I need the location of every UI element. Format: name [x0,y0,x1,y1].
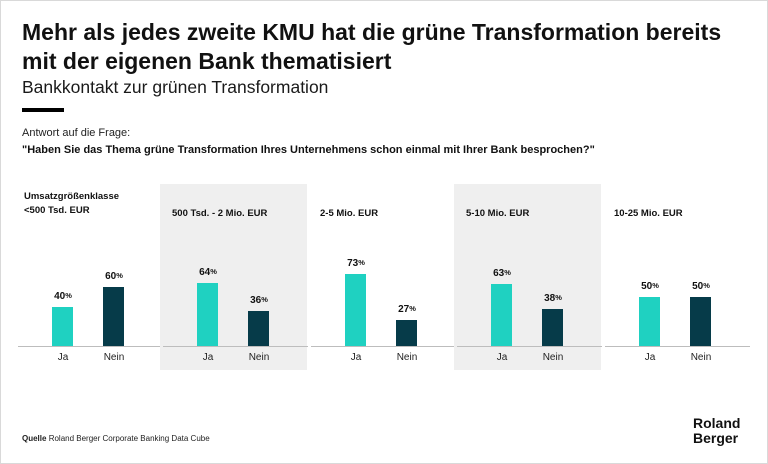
x-tick-label: Nein [248,352,270,363]
bar-nein [396,319,417,346]
x-tick-label: Nein [103,352,125,363]
question-intro: Antwort auf die Frage: [22,127,131,139]
x-tick-label: Nein [542,352,564,363]
bar-nein [690,297,711,346]
question-text: "Haben Sie das Thema grüne Transformatio… [22,144,595,156]
bar-nein [542,308,563,346]
data-label: 64% [199,267,217,279]
chart-title: Mehr als jedes zweite KMU hat die grüne … [22,19,722,74]
data-label: 50% [692,281,710,292]
data-label: 73% [347,258,365,270]
panel-header: 2-5 Mio. EUR [320,207,378,221]
bar-nein [248,310,269,346]
panel-background [160,184,307,370]
bar-nein [103,287,124,346]
data-label: 60% [105,271,123,283]
x-tick-label: Ja [644,352,656,363]
title-divider [22,108,64,112]
panel-background [454,184,601,370]
panel-header: 5-10 Mio. EUR [466,207,529,221]
x-tick-label: Nein [690,352,712,363]
data-label: 63% [493,268,511,280]
data-label: 38% [544,292,562,304]
x-tick-label: Ja [350,352,362,363]
x-tick-label: Ja [57,352,69,363]
chart-subtitle: Bankkontakt zur grünen Transformation [22,77,329,97]
bar-ja [345,274,366,346]
bar-ja [52,306,73,346]
roland-berger-logo: Roland Berger [693,416,740,446]
panel-category-label: 500 Tsd. - 2 Mio. EUR [172,208,268,219]
bar-ja [639,297,660,346]
data-label: 50% [641,281,659,292]
panel-header: Umsatzgrößenklasse <500 Tsd. EUR [24,190,119,218]
source-note: Quelle Roland Berger Corporate Banking D… [22,434,210,443]
x-tick-label: Nein [396,352,418,363]
panel-category-label: 2-5 Mio. EUR [320,208,379,219]
data-label: 27% [398,303,416,315]
data-label: 40% [54,290,72,302]
bar-ja [197,283,218,346]
logo-line-2: Berger [693,430,739,446]
source-label: Quelle [22,434,47,443]
panel-baseline [605,346,750,347]
panel-header: 500 Tsd. - 2 Mio. EUR [172,207,267,221]
logo-line-1: Roland [693,415,741,431]
source-text: Roland Berger Corporate Banking Data Cub… [48,434,210,443]
panel-baseline [163,346,308,347]
bar-ja [491,284,512,346]
data-label: 36% [250,294,268,306]
panel-header: 10-25 Mio. EUR [614,207,683,221]
panel-category-label: 5-10 Mio. EUR [466,208,530,219]
x-tick-label: Ja [496,352,508,363]
panel-baseline [457,346,602,347]
legend-label: Umsatzgrößenklasse [24,191,120,202]
x-tick-label: Ja [202,352,214,363]
panel-category-label: <500 Tsd. EUR [24,205,90,216]
panel-category-label: 10-25 Mio. EUR [614,208,683,219]
panel-baseline [311,346,456,347]
panel-baseline [18,346,163,347]
